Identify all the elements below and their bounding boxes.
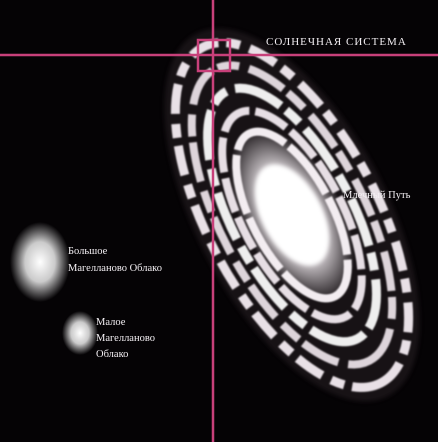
large-cloud-label: Большое (68, 246, 108, 257)
solar-system-label: СОЛНЕЧНАЯ СИСТЕМА (266, 36, 407, 48)
small-cloud-label: Облако (96, 349, 128, 360)
small-magellanic-cloud (62, 311, 98, 355)
small-cloud-label: Магелланово (96, 333, 155, 344)
milky-way-label: Млечный Путь (343, 190, 411, 201)
galaxy-diagram: СОЛНЕЧНАЯ СИСТЕМА Млечный Путь Большое М… (0, 0, 438, 442)
large-magellanic-cloud (10, 222, 70, 302)
small-cloud-label: Малое (96, 317, 126, 328)
large-cloud-label: Магелланово Облако (68, 263, 162, 274)
